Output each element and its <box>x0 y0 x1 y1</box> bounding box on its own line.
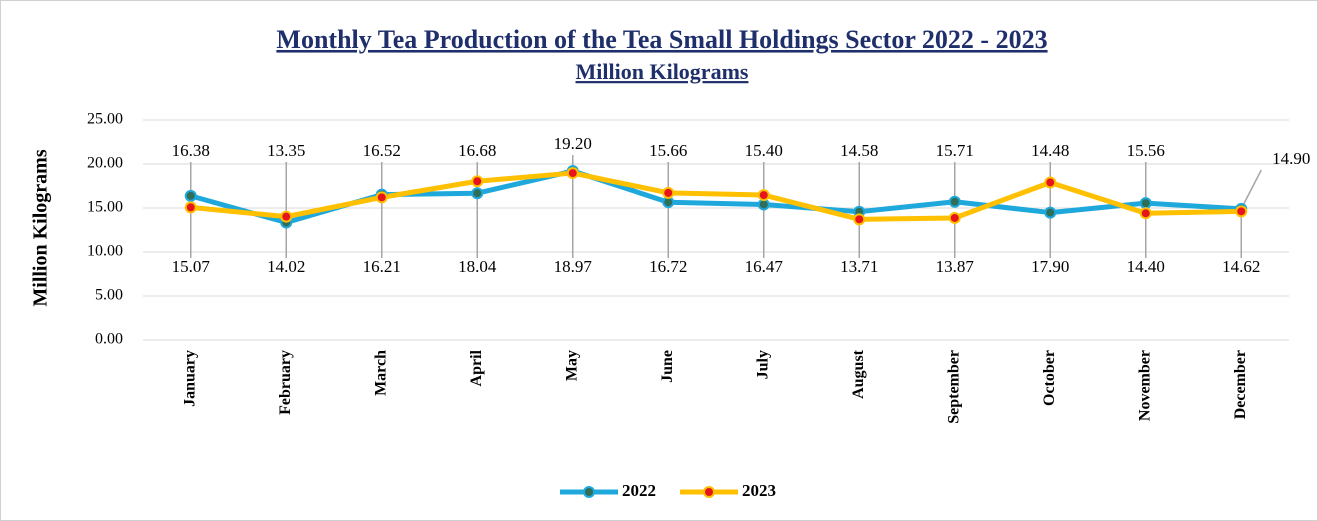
data-point <box>948 195 961 208</box>
data-label: 14.48 <box>1031 141 1069 160</box>
data-point <box>184 189 197 202</box>
x-tick-label: February <box>277 350 294 415</box>
data-point <box>853 213 866 226</box>
data-point <box>1139 197 1152 210</box>
x-tick-label: January <box>181 350 198 407</box>
series-line <box>190 170 1242 222</box>
data-label: 16.47 <box>745 257 784 276</box>
data-label: 15.07 <box>172 257 211 276</box>
chart-title: Monthly Tea Production of the Tea Small … <box>276 25 1047 54</box>
data-point <box>184 201 197 214</box>
data-label: 16.38 <box>172 141 210 160</box>
data-label: 15.40 <box>745 141 783 160</box>
data-point <box>375 191 388 204</box>
y-tick-label: 25.00 <box>87 111 123 128</box>
legend-marker <box>583 486 595 498</box>
data-label: 16.72 <box>649 257 687 276</box>
y-tick-label: 20.00 <box>87 155 123 172</box>
data-point <box>1235 205 1248 218</box>
data-point <box>1044 176 1057 189</box>
x-tick-label: April <box>468 349 485 386</box>
y-tick-label: 10.00 <box>87 243 123 260</box>
data-label: 15.66 <box>649 141 687 160</box>
data-label: 14.62 <box>1222 257 1260 276</box>
data-point <box>662 186 675 199</box>
data-point <box>1044 206 1057 219</box>
x-tick-label: September <box>945 350 962 424</box>
data-label: 14.02 <box>267 257 305 276</box>
data-label: 13.71 <box>840 257 878 276</box>
data-point <box>948 211 961 224</box>
data-label: 15.71 <box>936 141 974 160</box>
legend-label: 2022 <box>622 481 656 500</box>
data-label: 18.04 <box>458 257 497 276</box>
chart-subtitle: Million Kilograms <box>576 59 749 84</box>
x-tick-label: November <box>1136 350 1153 421</box>
y-tick-label: 15.00 <box>87 199 123 216</box>
data-point <box>471 187 484 200</box>
data-point <box>566 167 579 180</box>
data-point <box>280 210 293 223</box>
data-label: 14.90 <box>1272 149 1310 168</box>
data-label: 17.90 <box>1031 257 1069 276</box>
legend-label: 2023 <box>742 481 776 500</box>
x-tick-label: June <box>659 350 676 383</box>
data-point <box>471 175 484 188</box>
data-label: 16.52 <box>363 141 401 160</box>
x-tick-label: October <box>1041 350 1058 406</box>
legend-marker <box>703 486 715 498</box>
x-tick-label: May <box>563 350 580 381</box>
data-label: 16.21 <box>363 257 401 276</box>
data-label: 19.20 <box>554 134 592 153</box>
y-tick-label: 5.00 <box>95 287 123 304</box>
data-label: 13.35 <box>267 141 305 160</box>
data-point <box>1139 207 1152 220</box>
data-label: 14.40 <box>1127 257 1165 276</box>
data-point <box>757 189 770 202</box>
x-tick-label: March <box>372 350 389 396</box>
x-tick-label: August <box>850 349 867 399</box>
data-label: 13.87 <box>936 257 975 276</box>
data-label: 16.68 <box>458 141 496 160</box>
data-label: 15.56 <box>1127 141 1165 160</box>
x-tick-label: December <box>1232 350 1249 419</box>
x-tick-label: July <box>754 350 771 379</box>
data-label: 14.58 <box>840 141 878 160</box>
y-axis-label: Million Kilograms <box>30 149 52 306</box>
data-label: 18.97 <box>554 257 593 276</box>
y-tick-label: 0.00 <box>95 331 123 348</box>
leader-line <box>1240 169 1262 210</box>
